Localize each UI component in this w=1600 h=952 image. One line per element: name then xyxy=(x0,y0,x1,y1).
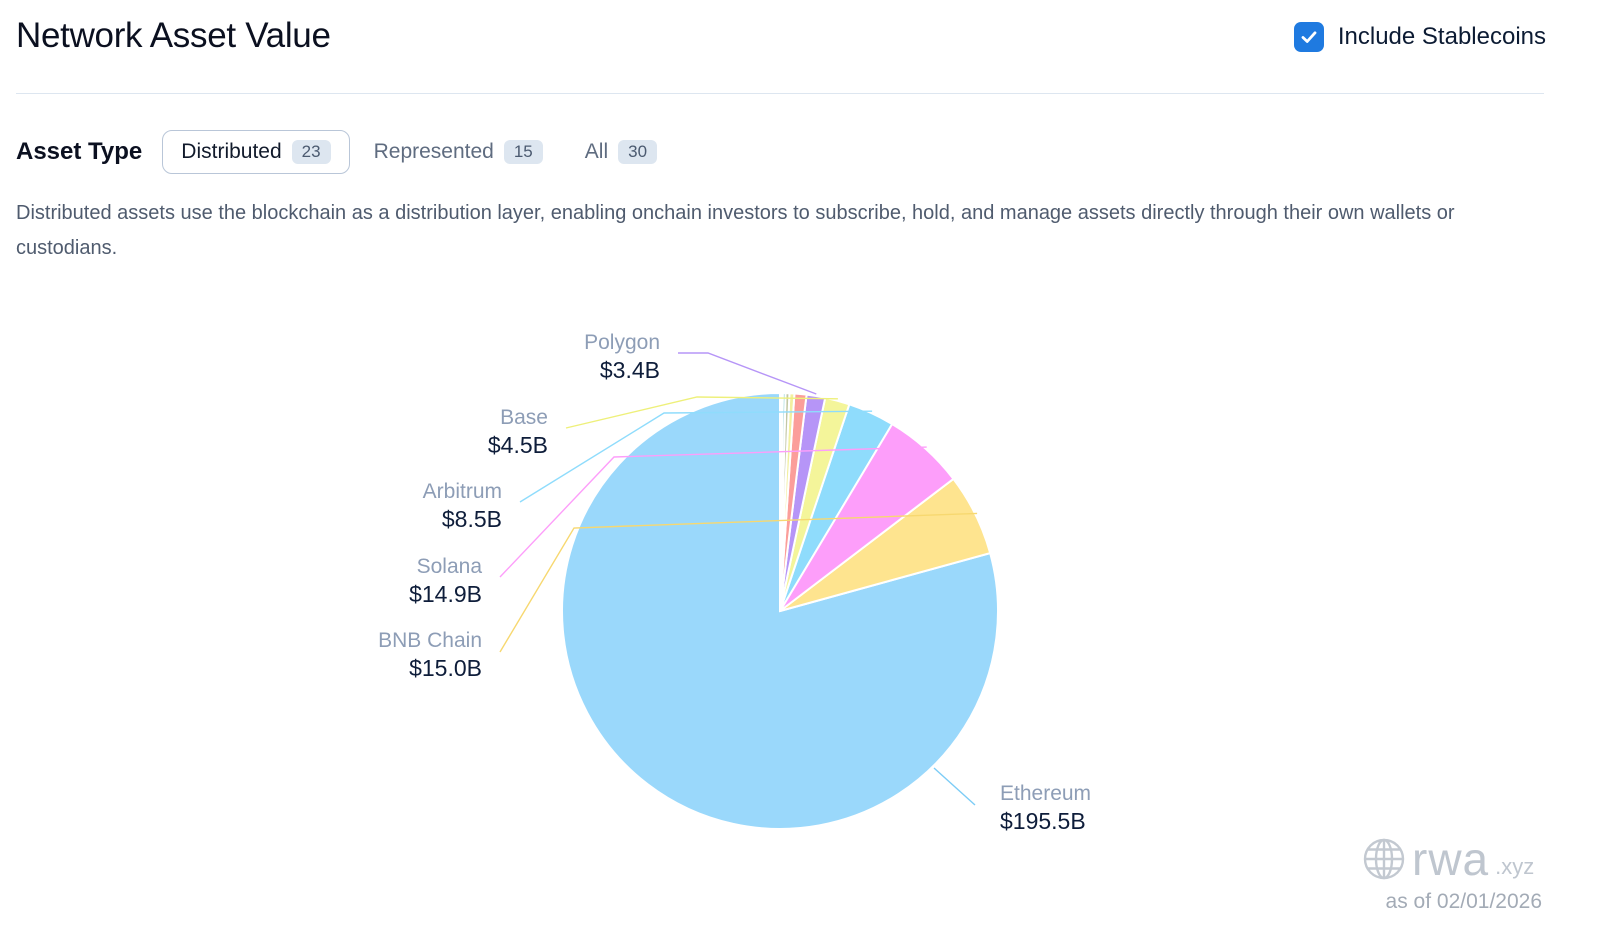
brand-logo: rwa .xyz xyxy=(1362,832,1534,886)
page-title: Network Asset Value xyxy=(16,16,331,55)
slice-value-base: $4.5B xyxy=(488,432,548,458)
tab-represented[interactable]: Represented 15 xyxy=(356,130,561,174)
tab-count-badge: 15 xyxy=(503,140,543,164)
tab-count-badge: 30 xyxy=(618,140,658,164)
leader-line-ethereum xyxy=(933,767,976,806)
slice-label-bnb-chain: BNB Chain xyxy=(378,629,482,652)
header-divider xyxy=(16,93,1544,94)
slice-label-ethereum: Ethereum xyxy=(1000,782,1091,805)
slice-value-polygon: $3.4B xyxy=(600,357,660,383)
tab-count-badge: 23 xyxy=(291,140,331,164)
leader-line-base xyxy=(565,396,838,429)
stablecoins-checkbox[interactable] xyxy=(1293,22,1324,52)
slice-value-ethereum: $195.5B xyxy=(1000,808,1086,834)
tab-all[interactable]: All 30 xyxy=(567,130,675,174)
brand-tld: .xyz xyxy=(1495,854,1535,879)
slice-value-arbitrum: $8.5B xyxy=(442,506,502,532)
slice-label-base: Base xyxy=(500,406,548,429)
leader-line-bnb-chain xyxy=(499,512,978,653)
brand-name: rwa xyxy=(1412,833,1490,885)
slice-label-arbitrum: Arbitrum xyxy=(423,480,502,503)
pie-slice-other-11[interactable] xyxy=(779,391,783,612)
tab-distributed[interactable]: Distributed 23 xyxy=(162,130,350,174)
asset-type-label: Asset Type xyxy=(16,138,143,165)
checkmark-icon xyxy=(1301,31,1317,43)
tab-label: Distributed xyxy=(181,140,282,163)
slice-label-polygon: Polygon xyxy=(584,331,660,354)
include-stablecoins-toggle[interactable]: Include Stablecoins xyxy=(1293,22,1546,52)
tab-label: Represented xyxy=(373,140,494,163)
leader-line-polygon xyxy=(678,352,817,395)
tab-label: All xyxy=(584,140,609,163)
as-of-date: as of 02/01/2026 xyxy=(1385,890,1542,913)
leader-line-solana xyxy=(499,446,927,578)
asset-type-description: Distributed assets use the blockchain as… xyxy=(16,202,1455,259)
slice-value-solana: $14.9B xyxy=(409,581,482,607)
stablecoins-label: Include Stablecoins xyxy=(1337,23,1546,50)
leader-line-arbitrum xyxy=(519,410,873,503)
slice-label-solana: Solana xyxy=(417,555,483,578)
asset-type-filter: Asset Type Distributed 23 Represented 15… xyxy=(16,128,681,176)
slice-value-bnb-chain: $15.0B xyxy=(409,655,482,681)
globe-icon xyxy=(1363,838,1405,880)
